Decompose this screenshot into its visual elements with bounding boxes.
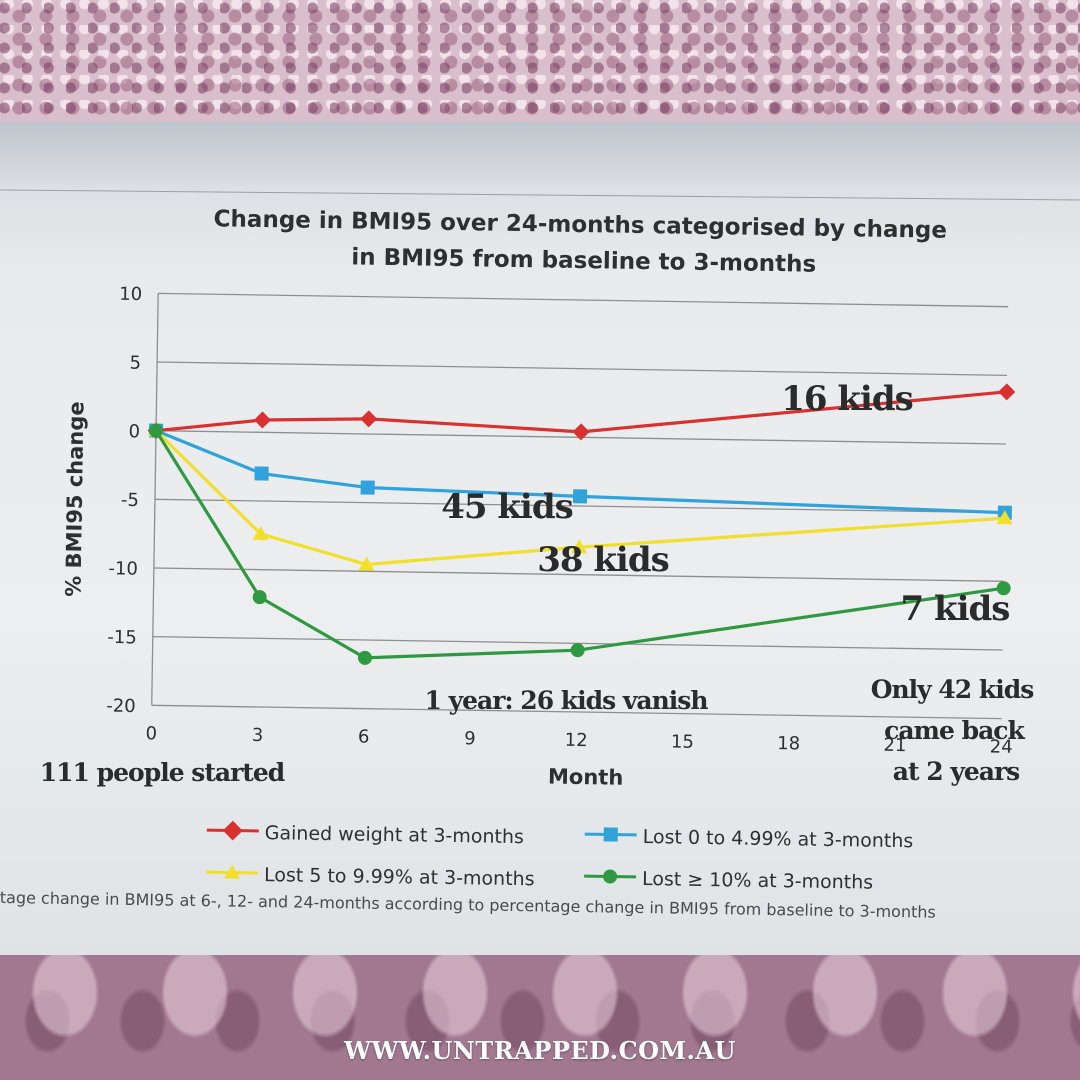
data-point-diamond xyxy=(572,423,590,441)
x-tick-label: 24 xyxy=(990,736,1013,757)
x-tick-label: 0 xyxy=(145,723,157,744)
data-point-diamond xyxy=(360,410,378,428)
data-point-diamond xyxy=(998,383,1016,401)
annotation-16-kids: 16 kids xyxy=(781,379,913,419)
chart-title-line-2: in BMI95 from baseline to 3-months xyxy=(351,244,816,277)
data-point-circle xyxy=(570,643,585,658)
legend-label-lost-0-5: Lost 0 to 4.99% at 3-months xyxy=(643,826,914,852)
y-tick-labels: 10 5 0 -5 -10 -15 -20 xyxy=(106,284,142,717)
annotation-7-kids: 7 kids xyxy=(901,589,1010,629)
gridline xyxy=(151,704,1002,720)
annotation-38-kids: 38 kids xyxy=(537,540,669,580)
annotation-only-42-line-3: at 2 years xyxy=(893,757,1020,786)
x-tick-label: 6 xyxy=(358,727,370,748)
annotation-only-42-line-2: came back xyxy=(884,716,1025,745)
legend-label-lost-5-10: Lost 5 to 9.99% at 3-months xyxy=(264,864,535,890)
figure-caption: ntage change in BMI95 at 6-, 12- and 24-… xyxy=(0,888,936,922)
data-point-square xyxy=(360,480,375,495)
x-tick-label: 18 xyxy=(777,733,800,754)
data-point-triangle xyxy=(252,525,269,541)
website-url: WWW.UNTRAPPED.COM.AU xyxy=(344,1036,736,1065)
data-point-diamond xyxy=(253,411,271,429)
legend-marker-square xyxy=(603,827,618,842)
annotation-only-42-line-1: Only 42 kids xyxy=(871,675,1034,704)
y-axis-label: % BMI95 change xyxy=(61,401,88,597)
gridline xyxy=(158,292,1009,308)
data-point-circle xyxy=(996,581,1011,596)
data-point-square xyxy=(572,489,588,504)
legend-label-gained: Gained weight at 3-months xyxy=(265,822,525,848)
x-tick-label: 9 xyxy=(464,728,476,749)
legend-marker-circle xyxy=(603,869,618,884)
y-tick-label: -15 xyxy=(107,627,137,648)
chart-paper xyxy=(0,122,1080,955)
legend-label-lost-10: Lost ≥ 10% at 3-months xyxy=(642,868,873,894)
gridline xyxy=(157,361,1008,377)
data-point-circle xyxy=(357,650,372,665)
x-tick-label: 12 xyxy=(565,730,588,751)
plot-group: Change in BMI95 over 24-months categoris… xyxy=(0,206,1016,922)
y-tick-label: 5 xyxy=(129,353,141,374)
x-tick-label: 15 xyxy=(671,731,694,752)
x-tick-labels: 0 3 6 9 12 15 18 21 24 xyxy=(145,723,1012,758)
data-point-circle xyxy=(252,590,267,605)
data-point-square xyxy=(254,466,269,481)
chart-title-line-1: Change in BMI95 over 24-months categoris… xyxy=(213,206,947,244)
legend-marker-diamond xyxy=(222,820,243,841)
crowd-photo-bottom xyxy=(0,955,1080,1080)
legend: Gained weight at 3-months Lost 0 to 4.99… xyxy=(206,820,914,894)
y-gridlines xyxy=(151,292,1009,720)
chart-border-line xyxy=(0,189,1080,201)
data-point-triangle xyxy=(358,556,375,571)
y-tick-label: 0 xyxy=(128,421,140,442)
annotation-45-kids: 45 kids xyxy=(441,487,573,527)
y-tick-label: -5 xyxy=(121,490,139,511)
annotation-1-year-vanish: 1 year: 26 kids vanish xyxy=(424,686,708,715)
paper-shadow xyxy=(0,122,1080,192)
series-layer xyxy=(147,383,1016,665)
data-point-triangle xyxy=(571,539,588,554)
gridline xyxy=(154,498,1005,514)
y-tick-label: -20 xyxy=(106,696,136,717)
x-axis-label: Month xyxy=(548,765,624,790)
annotations: 16 kids 45 kids 38 kids 7 kids 1 year: 2… xyxy=(40,379,1035,787)
data-point-circle xyxy=(149,423,164,438)
annotation-111-started: 111 people started xyxy=(40,758,285,787)
x-tick-label: 21 xyxy=(883,735,906,756)
legend-marker-triangle xyxy=(224,864,241,879)
gridline xyxy=(153,567,1004,582)
y-axis-line xyxy=(151,293,159,706)
x-tick-label: 3 xyxy=(252,725,264,746)
y-tick-label: 10 xyxy=(119,284,142,305)
crowd-photo-top xyxy=(0,0,1080,122)
y-tick-label: -10 xyxy=(108,558,138,579)
data-point-triangle xyxy=(996,510,1013,525)
